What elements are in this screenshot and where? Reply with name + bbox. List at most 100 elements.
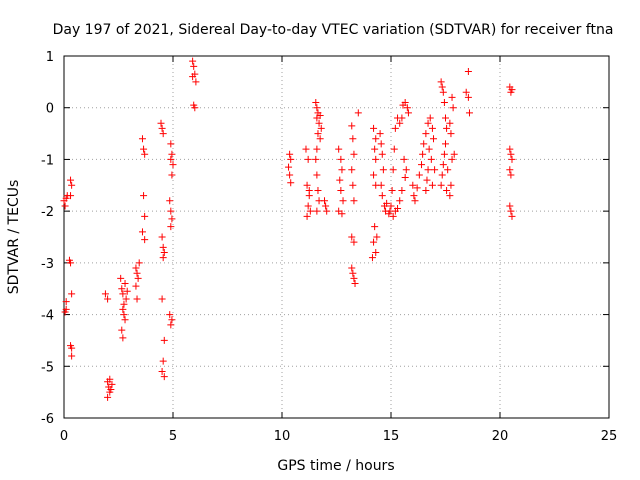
- data-point: [68, 344, 76, 352]
- data-point: [191, 104, 199, 112]
- data-point: [104, 393, 112, 401]
- data-point: [431, 166, 439, 174]
- data-point: [507, 207, 515, 215]
- data-point: [506, 202, 514, 210]
- data-point: [448, 155, 456, 163]
- data-point: [423, 176, 431, 184]
- data-point: [443, 186, 451, 194]
- data-point: [167, 155, 175, 163]
- data-point: [121, 316, 129, 324]
- data-point: [158, 367, 166, 375]
- data-point: [302, 145, 310, 153]
- data-point: [315, 119, 323, 127]
- data-point: [337, 155, 345, 163]
- data-point: [443, 124, 451, 132]
- data-point: [321, 197, 329, 205]
- x-tick-label: 15: [383, 429, 400, 444]
- data-point: [373, 233, 381, 241]
- data-point: [403, 104, 411, 112]
- data-point: [402, 166, 410, 174]
- data-point: [506, 145, 514, 153]
- data-point: [141, 212, 149, 220]
- data-point: [401, 174, 409, 182]
- data-point: [61, 202, 69, 210]
- data-point: [377, 140, 385, 148]
- data-point: [389, 166, 397, 174]
- x-axis-label: GPS time / hours: [277, 458, 394, 474]
- data-point: [377, 181, 385, 189]
- data-point: [168, 316, 176, 324]
- data-point: [122, 295, 130, 303]
- data-point: [167, 207, 175, 215]
- data-point: [120, 300, 128, 308]
- data-point: [119, 334, 127, 342]
- data-point: [313, 171, 321, 179]
- data-point: [67, 176, 75, 184]
- data-point: [508, 86, 516, 94]
- data-point: [317, 124, 325, 132]
- data-point: [117, 274, 125, 282]
- data-point: [349, 181, 357, 189]
- grid-lines: [64, 56, 609, 418]
- data-point: [437, 181, 445, 189]
- data-point: [305, 192, 313, 200]
- data-point: [323, 207, 331, 215]
- data-point: [107, 386, 115, 394]
- data-point: [313, 104, 321, 112]
- y-tick-label: -6: [41, 412, 54, 427]
- data-point: [119, 290, 127, 298]
- data-point: [119, 305, 127, 313]
- data-point: [507, 171, 515, 179]
- data-point: [508, 155, 516, 163]
- plot-frame: [63, 55, 610, 419]
- data-point: [507, 150, 515, 158]
- data-point: [398, 186, 406, 194]
- data-point: [350, 197, 358, 205]
- data-point: [132, 282, 140, 290]
- data-point: [159, 243, 167, 251]
- data-point: [396, 197, 404, 205]
- data-point: [348, 264, 356, 272]
- data-point: [387, 202, 395, 210]
- data-point: [68, 352, 76, 360]
- data-point: [160, 249, 168, 257]
- data-point: [286, 150, 294, 158]
- data-point: [158, 124, 166, 132]
- data-point: [440, 150, 448, 158]
- data-point: [190, 62, 198, 70]
- data-point: [287, 179, 295, 187]
- data-point: [422, 186, 430, 194]
- data-point: [372, 135, 380, 143]
- data-point: [422, 130, 430, 138]
- data-point: [134, 274, 142, 282]
- data-point: [133, 295, 141, 303]
- data-point: [440, 99, 448, 107]
- data-point: [120, 311, 128, 319]
- y-tick-label: -4: [41, 309, 54, 324]
- data-point: [158, 233, 166, 241]
- data-point: [62, 298, 70, 306]
- data-point: [438, 171, 446, 179]
- data-point: [437, 78, 445, 86]
- data-point: [159, 357, 167, 365]
- data-point: [168, 171, 176, 179]
- data-point: [448, 93, 456, 101]
- data-point: [166, 197, 174, 205]
- data-point: [446, 119, 454, 127]
- data-point: [378, 192, 386, 200]
- y-tick-label: -5: [41, 360, 54, 375]
- x-tick-label: 20: [492, 429, 509, 444]
- data-point: [418, 161, 426, 169]
- data-point: [285, 163, 293, 171]
- data-point: [303, 212, 311, 220]
- data-point: [348, 122, 356, 130]
- data-point: [444, 166, 452, 174]
- data-point: [430, 135, 438, 143]
- data-point: [141, 150, 149, 158]
- data-point: [391, 124, 399, 132]
- y-tick-label: -1: [41, 153, 54, 168]
- data-point: [442, 140, 449, 148]
- data-point: [314, 186, 322, 194]
- data-point: [348, 166, 356, 174]
